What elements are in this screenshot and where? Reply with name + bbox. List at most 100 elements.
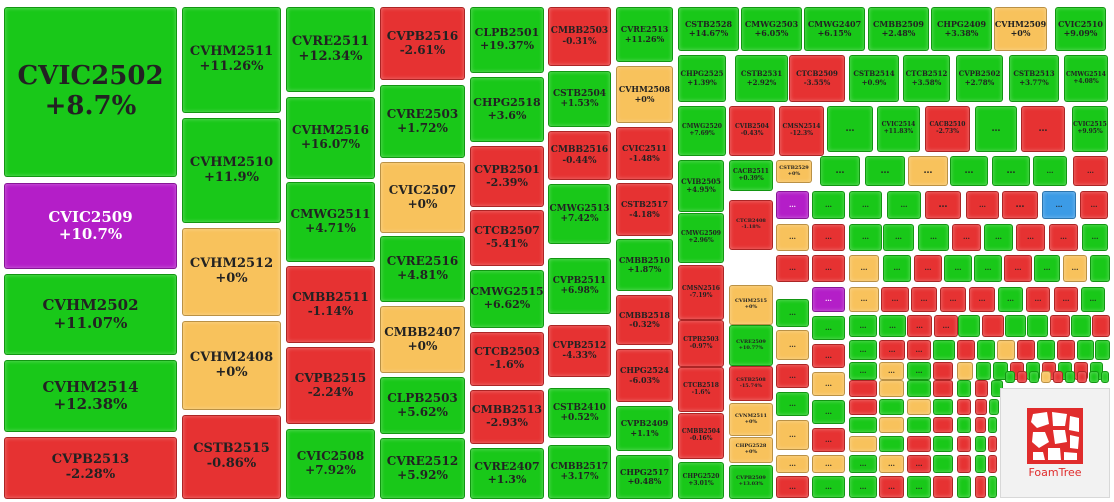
treemap-tile[interactable]: CHPG2524 -6.03%	[616, 349, 673, 402]
treemap-tile-unlabeled[interactable]	[1101, 371, 1109, 383]
treemap-tile[interactable]: CTCB2518 -1.6%	[678, 367, 724, 412]
treemap-tile[interactable]: CVHM2511 +11.26%	[182, 7, 281, 113]
treemap-tile[interactable]: CHPG2409 +3.38%	[931, 7, 992, 51]
treemap-tile-unlabeled[interactable]	[957, 476, 971, 498]
treemap-tile-unlabeled[interactable]	[957, 380, 971, 397]
treemap-tile[interactable]: CSTB2504 +1.53%	[548, 71, 611, 127]
treemap-tile-unlabeled[interactable]: …	[992, 156, 1030, 186]
treemap-tile-unlabeled[interactable]: …	[812, 255, 845, 282]
treemap-tile[interactable]: CMWG2515 +6.62%	[470, 270, 544, 328]
treemap-tile[interactable]: CTCB2503 -1.6%	[470, 332, 544, 386]
treemap-tile-unlabeled[interactable]	[1092, 315, 1110, 337]
treemap-tile-unlabeled[interactable]: …	[776, 392, 809, 416]
treemap-tile-unlabeled[interactable]	[975, 380, 988, 397]
treemap-tile[interactable]: CHPG2520 +3.01%	[678, 462, 724, 499]
treemap-tile-unlabeled[interactable]	[907, 380, 931, 397]
treemap-tile-unlabeled[interactable]	[976, 362, 991, 380]
treemap-tile-unlabeled[interactable]: …	[849, 362, 877, 380]
treemap-tile[interactable]: CMBB2513 -2.93%	[470, 390, 544, 444]
treemap-tile-unlabeled[interactable]: …	[998, 287, 1023, 312]
treemap-tile[interactable]: CTPB2503 -0.97%	[678, 320, 724, 367]
treemap-tile-unlabeled[interactable]	[988, 476, 997, 498]
treemap-tile-unlabeled[interactable]: …	[812, 191, 845, 219]
treemap-tile[interactable]: CMWG2503 +6.05%	[741, 7, 802, 51]
treemap-tile[interactable]: CVRE2503 +1.72%	[380, 85, 465, 158]
treemap-tile-unlabeled[interactable]: …	[1033, 156, 1067, 186]
treemap-tile-unlabeled[interactable]	[1071, 315, 1091, 337]
treemap-tile-unlabeled[interactable]: …	[1026, 287, 1050, 312]
treemap-tile-unlabeled[interactable]: …	[1016, 224, 1045, 251]
treemap-tile-unlabeled[interactable]	[849, 380, 877, 397]
treemap-tile-unlabeled[interactable]: …	[934, 315, 958, 337]
treemap-tile[interactable]: CVIC2511 -1.48%	[616, 127, 673, 180]
treemap-tile-unlabeled[interactable]	[849, 399, 877, 415]
treemap-tile-unlabeled[interactable]	[1090, 255, 1110, 282]
treemap-tile-unlabeled[interactable]	[1017, 340, 1035, 360]
treemap-tile[interactable]: CACB2511 +0.39%	[729, 160, 773, 191]
treemap-tile[interactable]: CVIC2508 +7.92%	[286, 429, 375, 499]
treemap-tile[interactable]: CHPG2517 +0.48%	[616, 455, 673, 499]
treemap-tile-unlabeled[interactable]	[957, 399, 971, 415]
treemap-tile-unlabeled[interactable]	[1065, 371, 1075, 383]
treemap-tile-unlabeled[interactable]	[849, 436, 877, 452]
treemap-tile-unlabeled[interactable]	[1095, 340, 1110, 360]
treemap-tile-unlabeled[interactable]	[1005, 315, 1026, 337]
treemap-tile-unlabeled[interactable]: …	[1042, 191, 1076, 219]
treemap-tile-unlabeled[interactable]: …	[812, 455, 845, 473]
treemap-tile-unlabeled[interactable]	[988, 436, 997, 452]
treemap-tile-unlabeled[interactable]: …	[849, 340, 877, 360]
treemap-tile[interactable]: CSTB2529 +0%	[776, 160, 812, 183]
treemap-tile-unlabeled[interactable]: …	[907, 315, 932, 337]
treemap-tile-unlabeled[interactable]: …	[907, 455, 931, 473]
treemap-tile[interactable]: CVHM2515 +0%	[729, 285, 773, 325]
treemap-tile[interactable]: CVPB2516 -2.61%	[380, 7, 465, 80]
treemap-tile-unlabeled[interactable]: …	[907, 340, 931, 360]
treemap-tile[interactable]: CSTB2508 -15.74%	[729, 366, 773, 401]
treemap-tile-unlabeled[interactable]	[957, 340, 975, 360]
treemap-tile-unlabeled[interactable]: …	[879, 476, 904, 498]
treemap-tile[interactable]: CVPB2509 +13.03%	[729, 465, 773, 499]
treemap-tile[interactable]: CACB2510 -2.73%	[925, 106, 970, 152]
treemap-tile-unlabeled[interactable]	[1041, 371, 1051, 383]
treemap-tile-unlabeled[interactable]	[988, 417, 997, 433]
treemap-tile[interactable]: CMSN2516 -7.19%	[678, 265, 724, 320]
treemap-tile[interactable]: CMBB2511 -1.14%	[286, 266, 375, 343]
treemap-tile-unlabeled[interactable]: …	[849, 224, 882, 251]
treemap-tile-unlabeled[interactable]: …	[918, 224, 949, 251]
treemap-tile-unlabeled[interactable]: …	[879, 362, 904, 380]
treemap-tile[interactable]: CVIB2504 -0.43%	[729, 106, 775, 156]
treemap-tile[interactable]: CTCB2507 -5.41%	[470, 210, 544, 266]
treemap-tile-unlabeled[interactable]	[1037, 340, 1055, 360]
treemap-tile-unlabeled[interactable]: …	[812, 224, 845, 251]
treemap-tile[interactable]: CVIC2510 +9.09%	[1055, 7, 1106, 51]
treemap-tile-unlabeled[interactable]	[1057, 340, 1075, 360]
treemap-tile[interactable]: CLPB2501 +19.37%	[470, 7, 544, 73]
treemap-tile-unlabeled[interactable]: …	[820, 156, 860, 186]
treemap-tile[interactable]: CVHM2508 +0%	[616, 66, 673, 123]
treemap-tile-unlabeled[interactable]	[1077, 340, 1094, 360]
treemap-tile-unlabeled[interactable]	[933, 340, 955, 360]
treemap-tile[interactable]: CMWG2407 +6.15%	[804, 7, 865, 51]
treemap-tile[interactable]: CVHM2408 +0%	[182, 321, 281, 410]
treemap-tile[interactable]: CHPG2518 +3.6%	[470, 77, 544, 142]
treemap-tile-unlabeled[interactable]: …	[776, 455, 809, 473]
treemap-tile[interactable]: CVRE2512 +5.92%	[380, 438, 465, 499]
treemap-tile[interactable]: CVPB2409 +1.1%	[616, 406, 673, 451]
treemap-tile-unlabeled[interactable]	[975, 436, 986, 452]
treemap-tile[interactable]: CHPG2525 +1.39%	[678, 55, 726, 102]
treemap-tile[interactable]: CMBB2518 -0.32%	[616, 295, 673, 345]
treemap-tile[interactable]: CSTB2528 +14.67%	[678, 7, 739, 51]
treemap-tile[interactable]: CSTB2514 +0.9%	[849, 55, 899, 102]
treemap-tile-unlabeled[interactable]: …	[776, 191, 809, 219]
treemap-tile[interactable]: CMBB2516 -0.44%	[548, 131, 611, 180]
treemap-tile-unlabeled[interactable]: …	[952, 224, 981, 251]
treemap-tile-unlabeled[interactable]: …	[908, 156, 948, 186]
treemap-tile-unlabeled[interactable]: …	[849, 255, 879, 282]
treemap-tile[interactable]: CMBB2517 +3.17%	[548, 445, 611, 499]
treemap-tile-unlabeled[interactable]: …	[812, 372, 845, 396]
treemap-tile-unlabeled[interactable]: …	[940, 287, 966, 312]
treemap-tile-unlabeled[interactable]: …	[984, 224, 1013, 251]
treemap-tile-unlabeled[interactable]: …	[1054, 287, 1078, 312]
treemap-tile[interactable]: CTCB2408 -1.18%	[729, 200, 773, 250]
treemap-tile-unlabeled[interactable]	[933, 399, 953, 415]
